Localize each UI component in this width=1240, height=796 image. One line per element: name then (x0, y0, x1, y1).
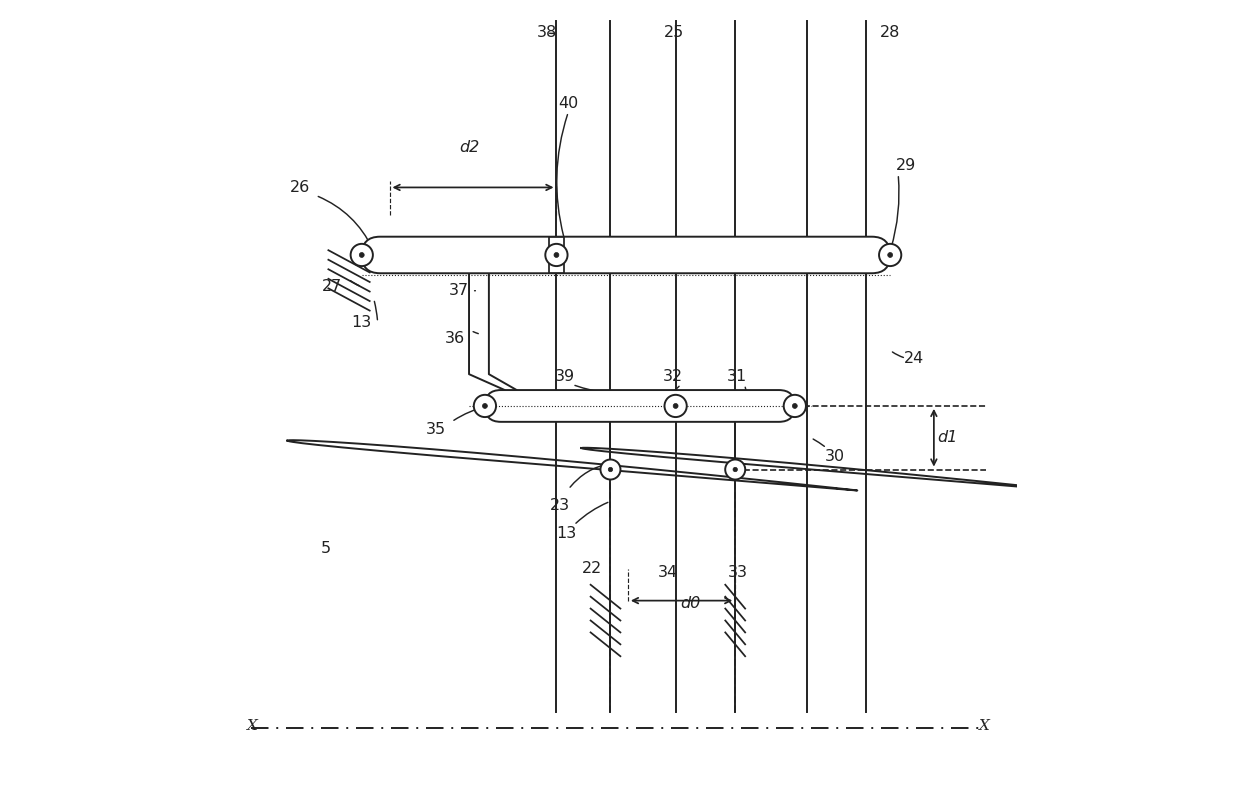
Circle shape (784, 395, 806, 417)
FancyBboxPatch shape (362, 236, 890, 273)
Circle shape (733, 467, 738, 472)
Text: 33: 33 (728, 565, 748, 580)
Circle shape (360, 252, 365, 257)
Circle shape (554, 252, 559, 257)
Text: d1: d1 (937, 430, 957, 445)
Bar (549, 236, 564, 273)
Text: d0: d0 (680, 595, 701, 611)
Circle shape (665, 395, 687, 417)
Text: 35: 35 (425, 423, 445, 437)
Text: 29: 29 (897, 158, 916, 174)
Text: 34: 34 (657, 565, 678, 580)
Text: X: X (248, 719, 258, 733)
Text: X: X (978, 719, 990, 733)
Circle shape (792, 404, 797, 408)
Circle shape (888, 252, 893, 257)
FancyBboxPatch shape (485, 390, 795, 422)
Text: 22: 22 (582, 561, 603, 576)
Text: 39: 39 (554, 369, 574, 384)
Circle shape (546, 244, 568, 266)
Circle shape (879, 244, 901, 266)
Text: 40: 40 (558, 96, 579, 111)
Text: 38: 38 (537, 25, 557, 40)
Circle shape (351, 244, 373, 266)
Text: 27: 27 (322, 279, 342, 295)
Text: 31: 31 (727, 369, 746, 384)
Circle shape (673, 404, 678, 408)
Text: 13: 13 (352, 315, 372, 330)
Circle shape (609, 467, 613, 472)
Text: 5: 5 (321, 541, 331, 556)
Text: 13: 13 (556, 525, 577, 540)
Text: 25: 25 (663, 25, 684, 40)
Text: 32: 32 (663, 369, 683, 384)
Circle shape (725, 459, 745, 479)
Text: 23: 23 (551, 498, 570, 513)
Circle shape (482, 404, 487, 408)
Text: 28: 28 (880, 25, 900, 40)
Circle shape (600, 459, 620, 479)
Text: 37: 37 (449, 283, 469, 298)
Text: 36: 36 (445, 331, 465, 346)
Text: 30: 30 (825, 448, 844, 463)
Text: d2: d2 (459, 140, 479, 155)
Text: 24: 24 (904, 351, 924, 366)
Text: 26: 26 (290, 180, 310, 195)
Circle shape (474, 395, 496, 417)
